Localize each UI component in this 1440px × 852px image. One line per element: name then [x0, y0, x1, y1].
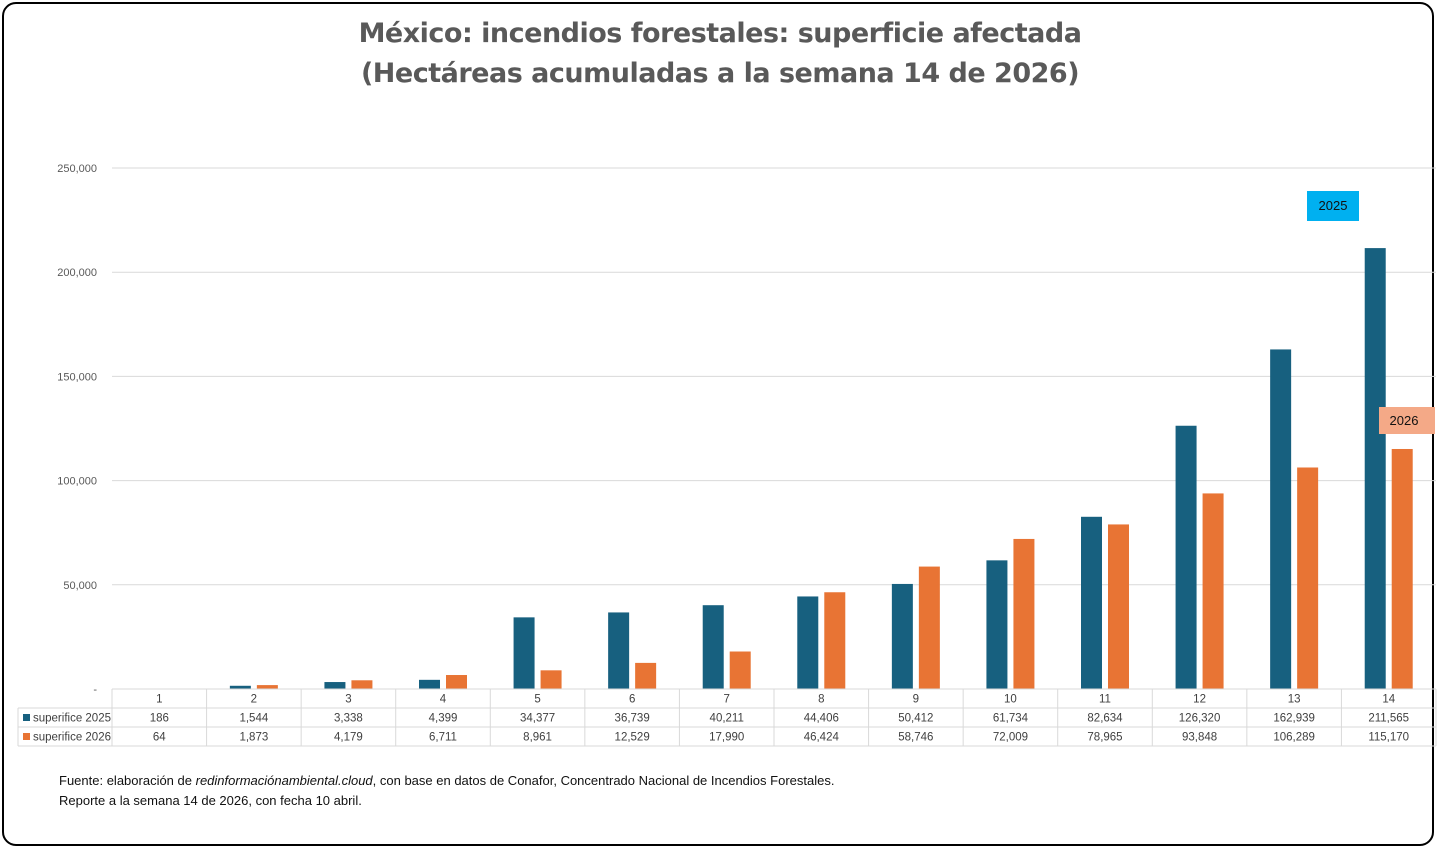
table-cell: 162,939 [1273, 713, 1315, 725]
table-cell: 72,009 [993, 732, 1028, 744]
bar-2026-week-6 [635, 662, 657, 689]
bar-2025-week-9 [891, 583, 913, 689]
bar-2026-week-9 [918, 566, 940, 689]
table-category-label: 9 [913, 694, 919, 706]
bar-2025-week-5 [513, 617, 535, 689]
bar-2025-week-14 [1364, 248, 1386, 689]
bar-2025-week-10 [986, 560, 1008, 689]
y-tick-label: 250,000 [57, 163, 97, 175]
table-cell: 12,529 [615, 732, 650, 744]
table-cell: 115,170 [1368, 732, 1409, 744]
bar-2025-week-8 [797, 596, 819, 689]
bar-2026-week-3 [351, 680, 373, 689]
bar-2025-week-12 [1175, 425, 1197, 689]
table-category-label: 2 [251, 694, 257, 706]
table-cell: 1,873 [239, 732, 268, 744]
table-category-label: 14 [1382, 694, 1395, 706]
table-cell: 186 [150, 713, 169, 725]
table-cell: 6,711 [429, 732, 457, 744]
table-cell: 50,412 [898, 713, 933, 725]
bar-2026-week-11 [1108, 524, 1129, 689]
bar-2026-week-13 [1297, 467, 1319, 689]
table-cell: 93,848 [1182, 732, 1217, 744]
y-tick-label: 200,000 [57, 267, 97, 279]
bar-2025-week-11 [1081, 516, 1102, 689]
table-category-label: 6 [629, 694, 635, 706]
bar-2026-week-10 [1013, 538, 1035, 689]
y-tick-label: 50,000 [63, 580, 97, 592]
bar-2026-week-7 [729, 651, 751, 689]
table-cell: 4,399 [429, 713, 458, 725]
bar-2025-week-7 [702, 605, 724, 689]
table-cell: 211,565 [1368, 713, 1409, 725]
table-cell: 36,739 [615, 713, 650, 725]
table-cell: 4,179 [334, 732, 363, 744]
footer-site: redinformaciónambiental.cloud [195, 773, 373, 788]
table-cell: 40,211 [710, 713, 744, 725]
table-cell: 44,406 [804, 713, 839, 725]
bar-2025-week-2 [229, 685, 251, 689]
table-category-label: 3 [345, 694, 351, 706]
legend-label-2026: superifice 2026 [33, 732, 111, 744]
bar-2026-week-4 [446, 675, 467, 689]
y-tick-label: - [93, 684, 97, 696]
annotation-tag-2026 [1379, 407, 1435, 434]
footer-line1: Fuente: elaboración de redinformaciónamb… [59, 771, 834, 791]
table-cell: 46,424 [804, 732, 840, 744]
legend-swatch-2026 [23, 733, 30, 740]
bar-2026-week-2 [256, 685, 278, 689]
table-cell: 1,544 [239, 713, 268, 725]
bar-2026-week-12 [1202, 493, 1224, 689]
table-cell: 106,289 [1273, 732, 1315, 744]
table-cell: 34,377 [520, 713, 555, 725]
bar-2026-week-8 [824, 592, 846, 689]
legend-label-2025: superifice 2025 [33, 713, 111, 725]
chart-title: México: incendios forestales: superficie… [0, 14, 1440, 94]
y-tick-label: 100,000 [57, 476, 97, 488]
chart-title-line2: (Hectáreas acumuladas a la semana 14 de … [360, 58, 1080, 89]
bar-2026-week-14 [1391, 448, 1413, 689]
table-category-label: 10 [1004, 694, 1017, 706]
annotation-tag-2025-label: 2025 [1319, 198, 1348, 213]
bar-2026-week-5 [540, 670, 562, 689]
table-category-label: 11 [1099, 694, 1111, 706]
footer-prefix: Fuente: elaboración de [59, 773, 196, 788]
table-cell: 64 [153, 732, 166, 744]
table-category-label: 8 [818, 694, 824, 706]
table-category-label: 5 [534, 694, 540, 706]
table-category-label: 4 [440, 694, 447, 706]
bar-2025-week-3 [324, 682, 346, 689]
footer-line2: Reporte a la semana 14 de 2026, con fech… [59, 793, 362, 808]
table-cell: 3,338 [334, 713, 363, 725]
chart-title-line1: México: incendios forestales: superficie… [358, 18, 1082, 49]
legend-swatch-2025 [23, 714, 30, 721]
table-category-label: 1 [156, 694, 162, 706]
bar-2025-week-13 [1270, 349, 1292, 689]
table-cell: 78,965 [1087, 732, 1122, 744]
table-cell: 17,990 [709, 732, 744, 744]
bar-2025-week-6 [608, 612, 630, 689]
annotation-tag-2025 [1307, 191, 1359, 221]
annotation-tag-2026-label: 2026 [1390, 413, 1419, 428]
table-category-label: 12 [1193, 694, 1206, 706]
table-cell: 58,746 [898, 732, 933, 744]
table-category-label: 7 [724, 694, 730, 706]
bar-2025-week-4 [419, 679, 440, 689]
footer-suffix: , con base en datos de Conafor, Concentr… [372, 773, 835, 788]
table-cell: 82,634 [1087, 713, 1123, 725]
table-cell: 8,961 [523, 732, 552, 744]
table-cell: 126,320 [1179, 713, 1221, 725]
table-cell: 61,734 [993, 713, 1029, 725]
footer-note: Fuente: elaboración de redinformaciónamb… [59, 771, 834, 811]
y-tick-label: 150,000 [57, 371, 97, 383]
table-category-label: 13 [1288, 694, 1301, 706]
